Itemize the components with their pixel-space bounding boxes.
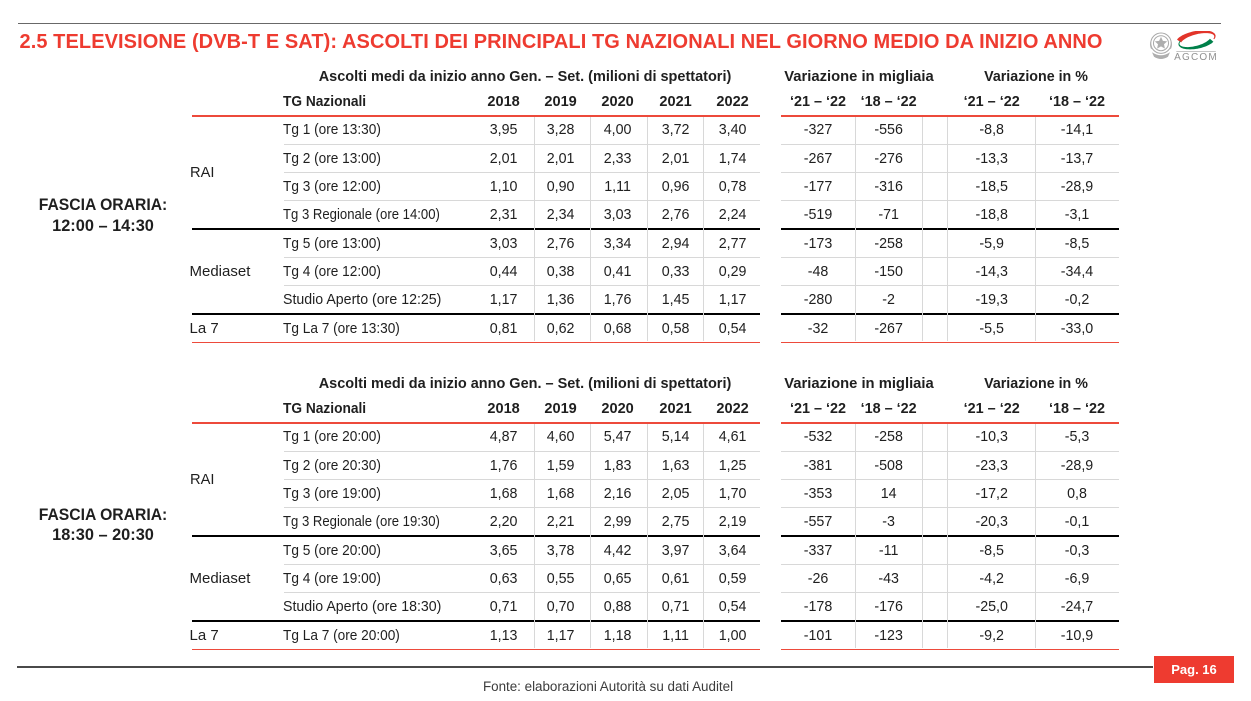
svg-text:AGCOM: AGCOM (1174, 52, 1218, 61)
